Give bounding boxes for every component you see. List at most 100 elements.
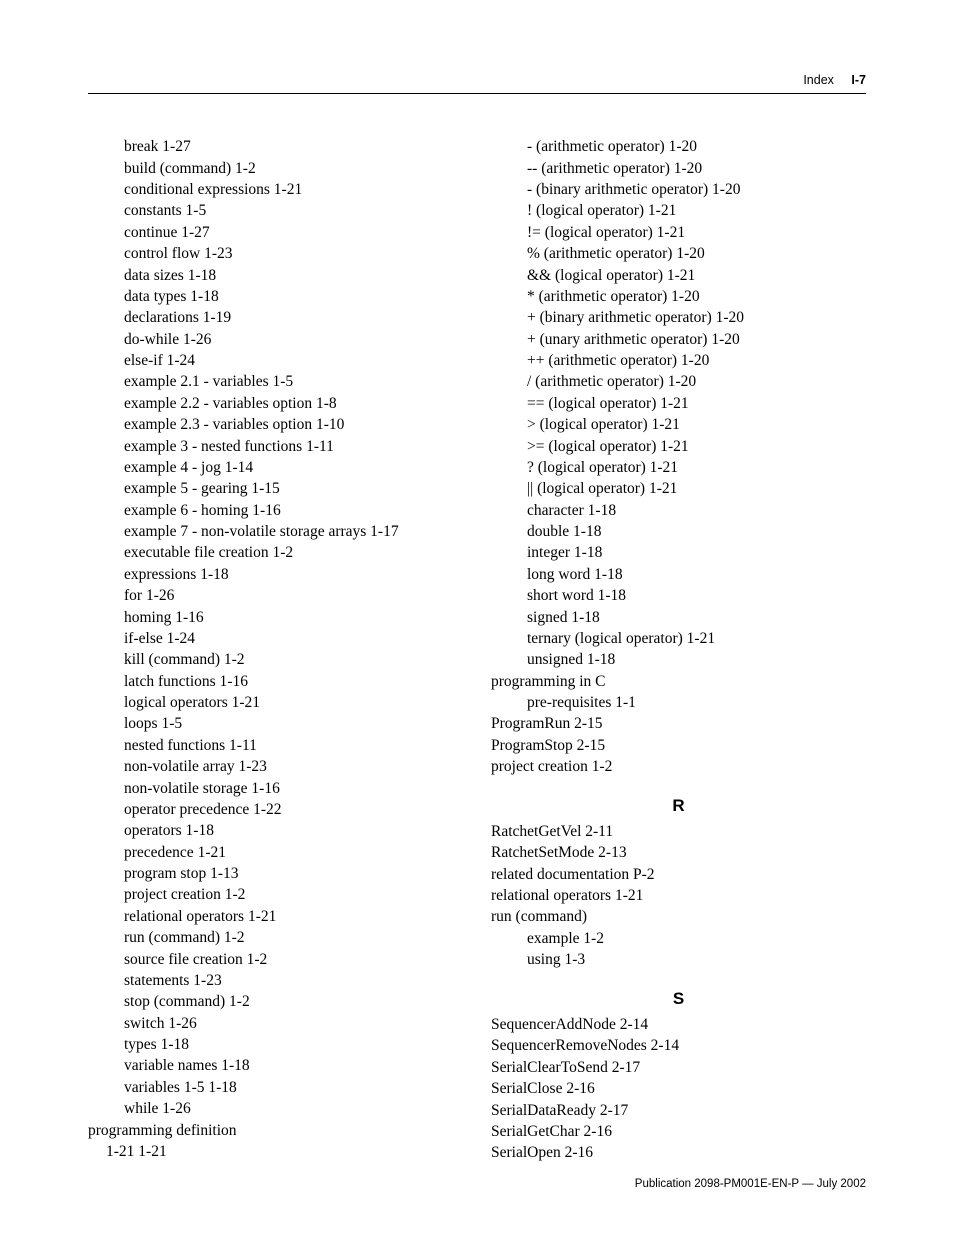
- index-entry: run (command): [491, 906, 866, 927]
- index-entry: variables 1-5 1-18: [124, 1077, 463, 1098]
- index-entry: related documentation P-2: [491, 864, 866, 885]
- index-section-heading: R: [491, 794, 866, 817]
- index-entry: example 6 - homing 1-16: [124, 500, 463, 521]
- index-entry: example 3 - nested functions 1-11: [124, 436, 463, 457]
- index-entry: short word 1-18: [527, 585, 866, 606]
- index-entry: unsigned 1-18: [527, 649, 866, 670]
- index-entry: example 7 - non-volatile storage arrays …: [124, 521, 463, 542]
- index-entry: else-if 1-24: [124, 350, 463, 371]
- index-entry: SequencerAddNode 2-14: [491, 1014, 866, 1035]
- index-entry: || (logical operator) 1-21: [527, 478, 866, 499]
- index-entry: ProgramStop 2-15: [491, 735, 866, 756]
- index-entry: -- (arithmetic operator) 1-20: [527, 158, 866, 179]
- index-entry: data types 1-18: [124, 286, 463, 307]
- index-entry: declarations 1-19: [124, 307, 463, 328]
- index-entry: >= (logical operator) 1-21: [527, 436, 866, 457]
- index-entry: stop (command) 1-2: [124, 991, 463, 1012]
- index-entry: / (arithmetic operator) 1-20: [527, 371, 866, 392]
- index-entry: example 5 - gearing 1-15: [124, 478, 463, 499]
- index-entry: source file creation 1-2: [124, 949, 463, 970]
- index-entry: homing 1-16: [124, 607, 463, 628]
- index-entry: character 1-18: [527, 500, 866, 521]
- index-entry: project creation 1-2: [491, 756, 866, 777]
- index-entry: executable file creation 1-2: [124, 542, 463, 563]
- index-entry: - (binary arithmetic operator) 1-20: [527, 179, 866, 200]
- index-entry: types 1-18: [124, 1034, 463, 1055]
- index-entry: for 1-26: [124, 585, 463, 606]
- index-entry: example 2.2 - variables option 1-8: [124, 393, 463, 414]
- index-entry: ! (logical operator) 1-21: [527, 200, 866, 221]
- index-entry: non-volatile array 1-23: [124, 756, 463, 777]
- index-entry: run (command) 1-2: [124, 927, 463, 948]
- index-entry: break 1-27: [124, 136, 463, 157]
- index-entry: latch functions 1-16: [124, 671, 463, 692]
- index-entry: programming definition: [88, 1120, 463, 1141]
- page-header: Index I-7: [88, 72, 866, 89]
- index-entry: > (logical operator) 1-21: [527, 414, 866, 435]
- index-entry: RatchetSetMode 2-13: [491, 842, 866, 863]
- index-entry: program stop 1-13: [124, 863, 463, 884]
- right-column: - (arithmetic operator) 1-20-- (arithmet…: [491, 136, 866, 1163]
- index-entry: double 1-18: [527, 521, 866, 542]
- index-entry: ? (logical operator) 1-21: [527, 457, 866, 478]
- index-entry: * (arithmetic operator) 1-20: [527, 286, 866, 307]
- index-entry: signed 1-18: [527, 607, 866, 628]
- index-entry: ternary (logical operator) 1-21: [527, 628, 866, 649]
- index-entry: - (arithmetic operator) 1-20: [527, 136, 866, 157]
- left-column: break 1-27build (command) 1-2conditional…: [88, 136, 463, 1163]
- index-entry: SerialGetChar 2-16: [491, 1121, 866, 1142]
- header-page-num: I-7: [851, 73, 866, 87]
- index-entry: pre-requisites 1-1: [527, 692, 866, 713]
- index-entry: != (logical operator) 1-21: [527, 222, 866, 243]
- index-entry: non-volatile storage 1-16: [124, 778, 463, 799]
- index-entry: precedence 1-21: [124, 842, 463, 863]
- index-entry: using 1-3: [527, 949, 866, 970]
- index-entry: RatchetGetVel 2-11: [491, 821, 866, 842]
- index-entry: relational operators 1-21: [124, 906, 463, 927]
- index-entry: project creation 1-2: [124, 884, 463, 905]
- index-entry: integer 1-18: [527, 542, 866, 563]
- index-entry: ++ (arithmetic operator) 1-20: [527, 350, 866, 371]
- index-entry: == (logical operator) 1-21: [527, 393, 866, 414]
- index-entry: % (arithmetic operator) 1-20: [527, 243, 866, 264]
- index-entry: example 2.3 - variables option 1-10: [124, 414, 463, 435]
- index-entry: example 1-2: [527, 928, 866, 949]
- index-entry: ProgramRun 2-15: [491, 713, 866, 734]
- index-entry: SequencerRemoveNodes 2-14: [491, 1035, 866, 1056]
- index-entry: operators 1-18: [124, 820, 463, 841]
- index-entry: 1-21 1-21: [106, 1141, 463, 1162]
- index-entry: + (binary arithmetic operator) 1-20: [527, 307, 866, 328]
- index-entry: build (command) 1-2: [124, 158, 463, 179]
- index-entry: variable names 1-18: [124, 1055, 463, 1076]
- header-section: Index: [803, 73, 834, 87]
- index-entry: SerialDataReady 2-17: [491, 1100, 866, 1121]
- index-columns: break 1-27build (command) 1-2conditional…: [88, 136, 866, 1163]
- index-entry: expressions 1-18: [124, 564, 463, 585]
- index-entry: SerialOpen 2-16: [491, 1142, 866, 1163]
- index-section-heading: S: [491, 987, 866, 1010]
- index-entry: operator precedence 1-22: [124, 799, 463, 820]
- page-footer: Publication 2098-PM001E-EN-P — July 2002: [635, 1177, 866, 1193]
- page-container: Index I-7 break 1-27build (command) 1-2c…: [0, 0, 954, 1235]
- index-entry: programming in C: [491, 671, 866, 692]
- index-entry: SerialClearToSend 2-17: [491, 1057, 866, 1078]
- index-entry: statements 1-23: [124, 970, 463, 991]
- index-entry: example 4 - jog 1-14: [124, 457, 463, 478]
- index-entry: continue 1-27: [124, 222, 463, 243]
- index-entry: while 1-26: [124, 1098, 463, 1119]
- index-entry: nested functions 1-11: [124, 735, 463, 756]
- index-entry: switch 1-26: [124, 1013, 463, 1034]
- index-entry: logical operators 1-21: [124, 692, 463, 713]
- index-entry: control flow 1-23: [124, 243, 463, 264]
- index-entry: do-while 1-26: [124, 329, 463, 350]
- index-entry: example 2.1 - variables 1-5: [124, 371, 463, 392]
- index-entry: SerialClose 2-16: [491, 1078, 866, 1099]
- index-entry: if-else 1-24: [124, 628, 463, 649]
- index-entry: conditional expressions 1-21: [124, 179, 463, 200]
- index-entry: kill (command) 1-2: [124, 649, 463, 670]
- index-entry: && (logical operator) 1-21: [527, 265, 866, 286]
- index-entry: relational operators 1-21: [491, 885, 866, 906]
- index-entry: loops 1-5: [124, 713, 463, 734]
- index-entry: constants 1-5: [124, 200, 463, 221]
- index-entry: + (unary arithmetic operator) 1-20: [527, 329, 866, 350]
